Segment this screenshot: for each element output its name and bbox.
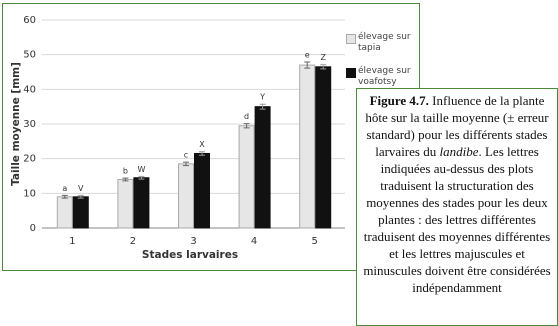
- legend-swatch: [346, 34, 356, 44]
- error-bar: [304, 61, 311, 69]
- y-tick-label: 30: [23, 119, 36, 130]
- y-tick-label: 40: [23, 84, 36, 95]
- significance-letter: Y: [259, 93, 265, 102]
- bar: [315, 66, 332, 229]
- error-bar: [122, 177, 129, 182]
- significance-letter: d: [244, 112, 249, 121]
- y-axis-label: Taille moyenne [mm]: [10, 62, 22, 186]
- error-bar: [77, 194, 84, 199]
- legend-swatch: [346, 68, 356, 78]
- y-tick-label: 60: [23, 15, 36, 26]
- bar: [178, 163, 194, 229]
- caption-text: . Les lettres indiquées au-dessus des pl…: [363, 144, 551, 295]
- legend-label: élevage sur voafotsy: [358, 66, 411, 87]
- significance-letter: a: [62, 184, 67, 193]
- bar: [117, 178, 134, 229]
- caption-text: Influence de la plante hôte sur la taill…: [365, 93, 549, 159]
- caption-label: Figure 4.7.: [369, 93, 429, 108]
- significance-letter: c: [184, 151, 188, 160]
- error-bar: [138, 175, 145, 180]
- bar: [254, 106, 271, 229]
- bar: [238, 125, 255, 229]
- x-tick-label: 5: [312, 236, 318, 247]
- significance-letter: V: [78, 184, 84, 193]
- significance-letter: b: [123, 167, 128, 176]
- bar: [299, 64, 316, 229]
- x-axis-label: Stades larvaires: [142, 249, 238, 261]
- error-bar: [183, 161, 189, 167]
- significance-letter: X: [199, 140, 205, 149]
- error-bar: [320, 64, 327, 70]
- x-tick-label: 3: [190, 236, 196, 247]
- caption: Figure 4.7. Influence de la plante hôte …: [356, 88, 558, 326]
- significance-letter: Z: [320, 53, 326, 62]
- legend-label: élevage sur tapia: [358, 32, 411, 53]
- error-bar: [259, 103, 266, 110]
- y-tick-label: 10: [23, 188, 36, 199]
- x-tick-label: 2: [130, 236, 136, 247]
- y-tick-label: 20: [23, 154, 36, 165]
- page: Taille moyenne [mm] Stades larvaires 0 10…: [2, 3, 558, 326]
- bar: [56, 196, 73, 229]
- y-tick-label: 50: [23, 50, 36, 61]
- caption-italic: landibe: [439, 144, 479, 159]
- x-tick-label: 4: [251, 236, 257, 247]
- error-bar: [61, 194, 68, 199]
- error-bar: [199, 151, 205, 156]
- bar: [72, 196, 89, 229]
- y-tick-label: 0: [30, 223, 36, 234]
- significance-letter: W: [137, 165, 145, 174]
- bar: [133, 177, 150, 229]
- error-bar: [243, 123, 250, 129]
- bar: [194, 152, 210, 229]
- x-tick-label: 1: [69, 236, 75, 247]
- significance-letter: e: [305, 50, 310, 59]
- chart: Taille moyenne [mm] Stades larvaires 0 10…: [10, 15, 345, 261]
